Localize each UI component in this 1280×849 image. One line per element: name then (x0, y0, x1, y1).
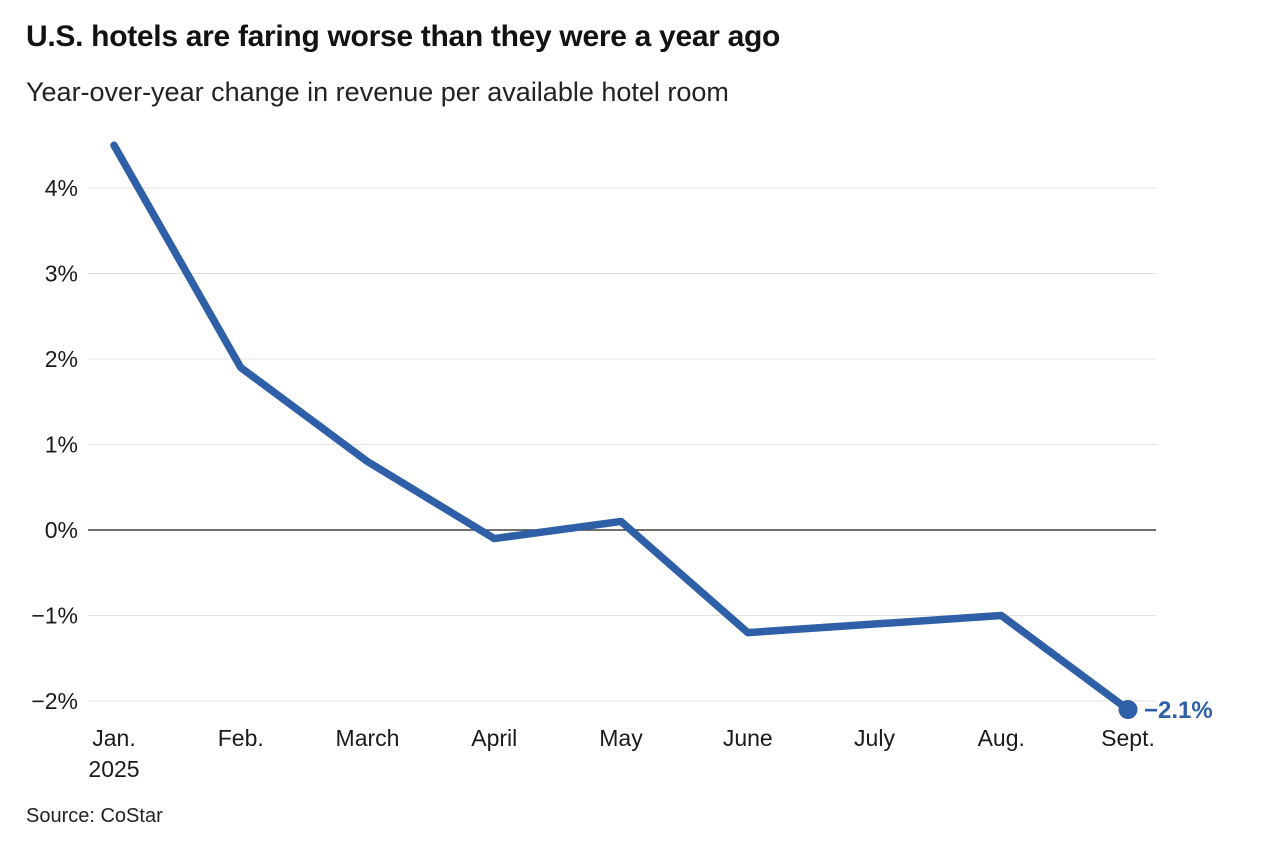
chart-subtitle: Year-over-year change in revenue per ava… (26, 77, 729, 107)
x-tick-label: Feb. (218, 725, 264, 751)
x-tick-label: Aug. (978, 725, 1025, 751)
end-point-marker (1118, 700, 1138, 720)
x-tick-year-label: 2025 (88, 756, 139, 782)
x-tick-label: Jan. (92, 725, 135, 751)
x-tick-label: March (336, 725, 400, 751)
y-tick-label: 3% (45, 261, 78, 287)
y-tick-label: 2% (45, 346, 78, 372)
y-tick-label: −2% (31, 688, 78, 714)
source-note: Source: CoStar (26, 805, 163, 827)
x-tick-label: Sept. (1101, 725, 1155, 751)
y-tick-label: 0% (45, 517, 78, 543)
x-tick-label: June (723, 725, 773, 751)
x-tick-label: April (471, 725, 517, 751)
y-tick-label: 4% (45, 175, 78, 201)
x-tick-label: July (854, 725, 895, 751)
y-tick-label: −1% (31, 603, 78, 629)
x-tick-label: May (599, 725, 643, 751)
revenue-change-line (110, 141, 1132, 714)
chart-title: U.S. hotels are faring worse than they w… (26, 20, 781, 53)
end-value-label: −2.1% (1144, 697, 1213, 724)
y-tick-label: 1% (45, 432, 78, 458)
